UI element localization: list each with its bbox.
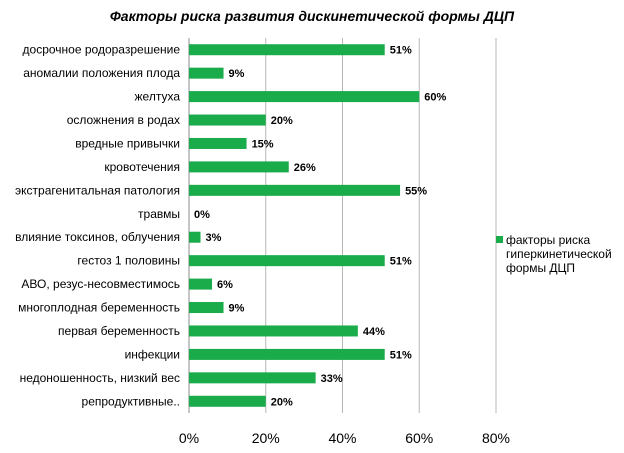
category-label: желтуха (135, 90, 181, 104)
value-label: 33% (321, 373, 343, 385)
category-label: многоплодная беременность (18, 301, 180, 315)
bar (189, 161, 289, 173)
value-label: 9% (229, 68, 245, 80)
bar (189, 278, 213, 290)
bar (189, 137, 247, 149)
x-tick-label: 60% (405, 430, 433, 446)
value-label: 0% (194, 209, 210, 221)
legend-label: факторы риска гиперкинетической формы ДЦ… (506, 233, 612, 275)
value-label: 3% (206, 232, 222, 244)
value-label: 26% (294, 162, 316, 174)
category-label: экстрагенитальная патология (15, 183, 180, 197)
value-label: 51% (390, 349, 412, 361)
value-label: 6% (217, 279, 233, 291)
bar (189, 184, 401, 196)
bar (189, 91, 420, 103)
bar (189, 67, 224, 79)
value-label: 55% (405, 185, 427, 197)
category-label: осложнения в родах (67, 113, 180, 127)
value-label: 60% (424, 92, 446, 104)
bar (189, 325, 358, 337)
category-label: кровотечения (104, 160, 180, 174)
category-label: первая беременность (58, 324, 180, 338)
x-axis-ticks: 0% 20% 40% 60% 80% (179, 430, 510, 446)
value-label: 51% (390, 45, 412, 57)
category-label: досрочное родоразрешение (23, 43, 181, 57)
value-labels: 51% 9% 60% 20% 15% 26% 55% 0% 3% 51% 6% 9% 44% 51% 33%… (194, 45, 446, 409)
value-label: 20% (271, 396, 293, 408)
category-label: травмы (138, 207, 180, 221)
category-label: АВО, резус-несовместимось (21, 277, 180, 291)
value-label: 9% (229, 303, 245, 315)
value-label: 51% (390, 256, 412, 268)
value-label: 44% (363, 326, 385, 338)
category-label: аномалии положения плода (23, 66, 180, 80)
bar (189, 302, 224, 314)
bar (189, 44, 385, 56)
category-label: гестоз 1 половины (77, 254, 180, 268)
bar (189, 372, 316, 384)
bar (189, 231, 201, 243)
category-label: влияние токсинов, облучения (15, 230, 180, 244)
bar (189, 395, 266, 407)
chart-title: Факторы риска развития дискинетической ф… (109, 8, 515, 24)
value-label: 20% (271, 115, 293, 127)
legend-swatch (496, 236, 503, 243)
category-label: репродуктивные.. (82, 394, 180, 408)
category-label: вредные привычки (75, 136, 180, 150)
value-label: 15% (252, 138, 274, 150)
category-label: инфекции (125, 347, 180, 361)
x-tick-label: 80% (482, 430, 510, 446)
category-labels: досрочное родоразрешение аномалии положен… (15, 43, 180, 409)
bar (189, 348, 385, 360)
bar (189, 114, 266, 126)
x-tick-label: 0% (179, 430, 199, 446)
x-tick-label: 20% (252, 430, 280, 446)
category-label: недоношенность, низкий вес (20, 371, 180, 385)
bar (189, 255, 385, 267)
bars (189, 44, 420, 407)
x-tick-label: 40% (328, 430, 356, 446)
